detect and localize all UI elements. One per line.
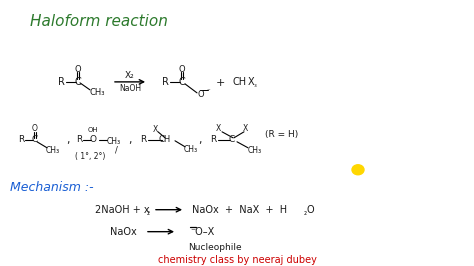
- Text: O: O: [32, 124, 38, 133]
- Text: NaOH: NaOH: [119, 84, 141, 93]
- Text: R: R: [140, 135, 146, 144]
- Text: +: +: [215, 78, 225, 88]
- Text: CH: CH: [159, 135, 171, 144]
- Text: OH: OH: [88, 127, 98, 133]
- Text: Nucleophile: Nucleophile: [188, 243, 242, 252]
- Text: ,: ,: [66, 135, 70, 145]
- Text: C: C: [229, 135, 235, 144]
- Text: O: O: [306, 205, 314, 215]
- Text: O: O: [198, 90, 204, 99]
- Text: CH₃: CH₃: [184, 145, 198, 154]
- Text: Haloform reaction: Haloform reaction: [30, 14, 168, 29]
- Text: ⁻O–X: ⁻O–X: [190, 227, 214, 237]
- Text: CH₃: CH₃: [107, 137, 121, 146]
- Text: R: R: [18, 135, 24, 144]
- Text: O: O: [90, 135, 97, 144]
- Text: C: C: [179, 77, 185, 87]
- Text: chemistry class by neeraj dubey: chemistry class by neeraj dubey: [157, 255, 317, 265]
- Text: R: R: [210, 135, 216, 144]
- Text: CH₃: CH₃: [46, 146, 60, 155]
- Text: ( 1°, 2°): ( 1°, 2°): [75, 152, 105, 161]
- Text: NaOx: NaOx: [110, 227, 137, 237]
- Text: ,: ,: [128, 135, 132, 145]
- Text: CH₃: CH₃: [89, 88, 105, 97]
- Ellipse shape: [352, 165, 364, 175]
- Text: R: R: [162, 77, 169, 87]
- Text: ⁻: ⁻: [206, 88, 210, 94]
- Text: CH₃: CH₃: [248, 146, 262, 155]
- Text: ₃: ₃: [254, 82, 257, 88]
- Text: O: O: [179, 65, 185, 74]
- Text: R: R: [58, 77, 65, 87]
- Text: X: X: [242, 124, 247, 133]
- Text: X: X: [215, 124, 220, 133]
- Text: (R = H): (R = H): [265, 130, 299, 139]
- Text: C: C: [32, 135, 38, 144]
- Text: C: C: [74, 77, 82, 87]
- Text: X₂: X₂: [125, 71, 135, 80]
- Text: /: /: [115, 145, 118, 154]
- Text: 2NaOH + x: 2NaOH + x: [95, 205, 150, 215]
- Text: X: X: [248, 77, 255, 87]
- Text: NaOx  +  NaX  +  H: NaOx + NaX + H: [192, 205, 287, 215]
- Text: CH: CH: [233, 77, 247, 87]
- Text: ₂: ₂: [303, 208, 307, 217]
- Text: Mechanism :-: Mechanism :-: [10, 181, 94, 194]
- Text: X: X: [152, 125, 158, 134]
- Text: ₂: ₂: [147, 208, 150, 217]
- Text: R: R: [76, 135, 82, 144]
- Text: O: O: [75, 65, 82, 74]
- Text: ,: ,: [198, 135, 202, 145]
